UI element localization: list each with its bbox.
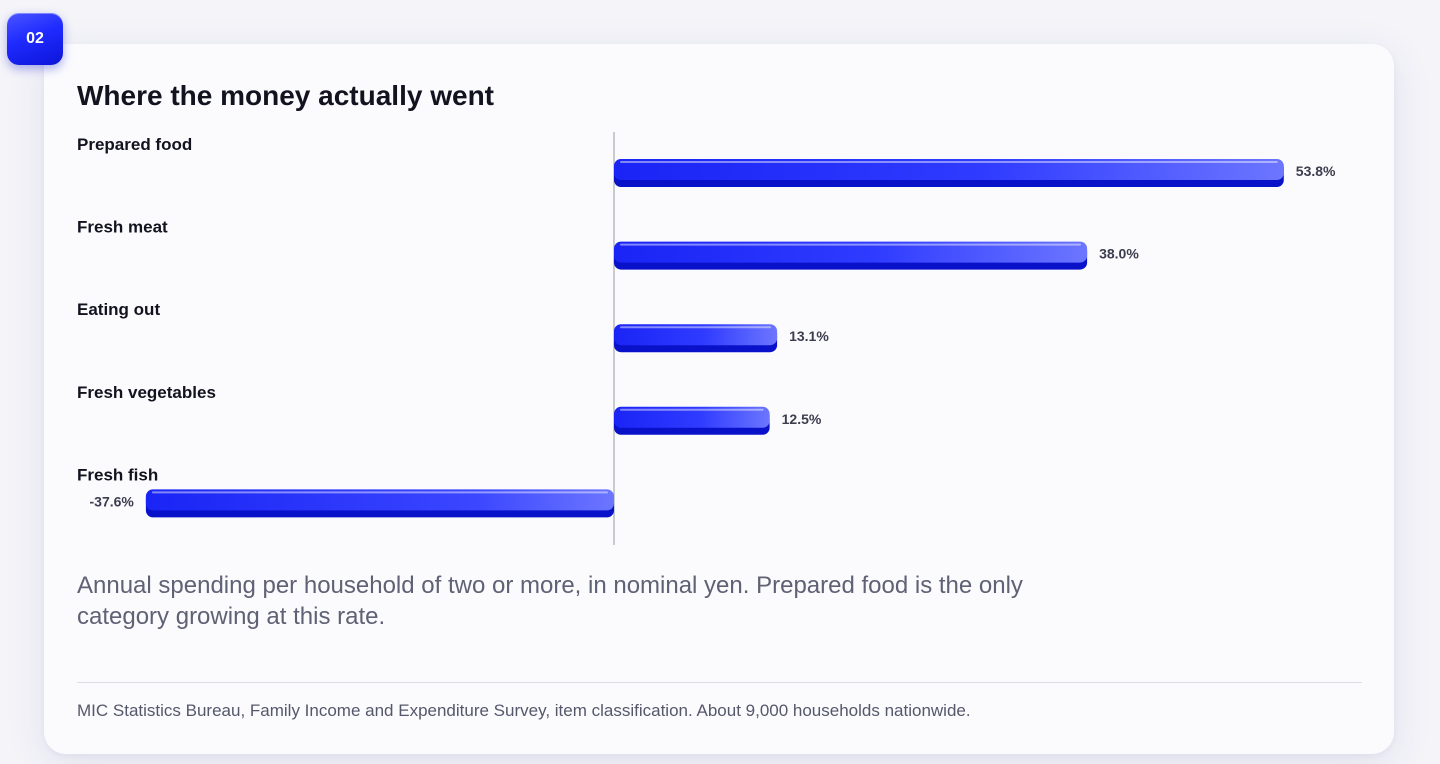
category-label: Fresh fish [77, 465, 158, 484]
category-label: Prepared food [77, 135, 192, 154]
bar [614, 159, 1284, 187]
value-label: 38.0% [1099, 246, 1139, 262]
bar-face [614, 406, 770, 428]
footer-divider [77, 682, 1362, 683]
bar-highlight [620, 161, 1278, 163]
bar-face [614, 159, 1284, 180]
bar-highlight [620, 243, 1082, 246]
bar-face [614, 324, 778, 346]
bar [614, 324, 778, 353]
bar [145, 489, 614, 518]
bar-face [145, 489, 614, 511]
category-label: Fresh meat [77, 218, 168, 237]
category-label: Eating out [77, 300, 160, 319]
category-label: Fresh vegetables [77, 383, 216, 402]
bar-highlight [151, 491, 608, 494]
bar-face [614, 241, 1088, 263]
source-note: MIC Statistics Bureau, Family Income and… [77, 701, 971, 720]
bar [614, 241, 1088, 270]
chart-title: Where the money actually went [77, 80, 494, 111]
value-label: 13.1% [789, 328, 829, 344]
bar-highlight [620, 408, 764, 411]
value-label: 12.5% [782, 411, 822, 427]
bar-highlight [620, 326, 772, 329]
value-label: 53.8% [1296, 163, 1336, 179]
chart-caption: Annual spending per household of two or … [77, 572, 1023, 630]
value-label: -37.6% [90, 493, 135, 509]
bar [614, 406, 770, 435]
section-number-badge: 02 [7, 13, 63, 65]
